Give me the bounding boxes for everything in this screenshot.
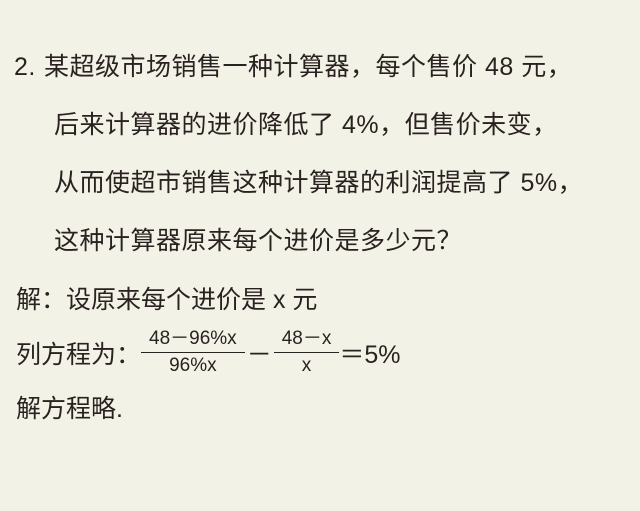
fraction-1-denominator: 96%x (141, 352, 245, 377)
question-number: 2. (14, 38, 36, 96)
fraction-1: 48－96%x 96%x (145, 328, 241, 377)
problem-line-4: 这种计算器原来每个进价是多少元？ (54, 227, 462, 255)
problem-line-1: 某超级市场销售一种计算器，每个售价 48 元， (44, 53, 572, 81)
solution-label: 解： (16, 286, 66, 314)
solution-let: 设原来每个进价是 x 元 (66, 286, 317, 314)
problem-line-3: 从而使超市销售这种计算器的利润提高了 5%， (54, 169, 583, 197)
minus-sign: － (247, 335, 272, 371)
solution-final: 解方程略. (16, 383, 632, 435)
math-problem-block: 2. 某超级市场销售一种计算器，每个售价 48 元， 后来计算器的进价降低了 4… (26, 38, 632, 435)
problem-line-2: 后来计算器的进价降低了 4%，但售价未变， (54, 111, 558, 139)
fraction-1-numerator: 48－96%x (145, 328, 241, 352)
fraction-2: 48－x x (278, 328, 336, 377)
fraction-2-numerator: 48－x (278, 328, 336, 352)
equation-line: 列方程为： 48－96%x 96%x － 48－x x ＝5% (16, 328, 632, 377)
fraction-2-denominator: x (274, 352, 340, 377)
equals-rhs: ＝5% (339, 335, 400, 371)
solution-intro: 解：设原来每个进价是 x 元 (16, 274, 632, 326)
equation-label: 列方程为： (16, 335, 141, 371)
problem-statement: 2. 某超级市场销售一种计算器，每个售价 48 元， 后来计算器的进价降低了 4… (44, 38, 632, 270)
